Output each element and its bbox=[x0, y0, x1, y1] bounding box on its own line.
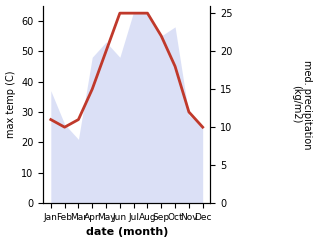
X-axis label: date (month): date (month) bbox=[86, 227, 168, 237]
Y-axis label: max temp (C): max temp (C) bbox=[5, 71, 16, 138]
Y-axis label: med. precipitation
(kg/m2): med. precipitation (kg/m2) bbox=[291, 60, 313, 149]
